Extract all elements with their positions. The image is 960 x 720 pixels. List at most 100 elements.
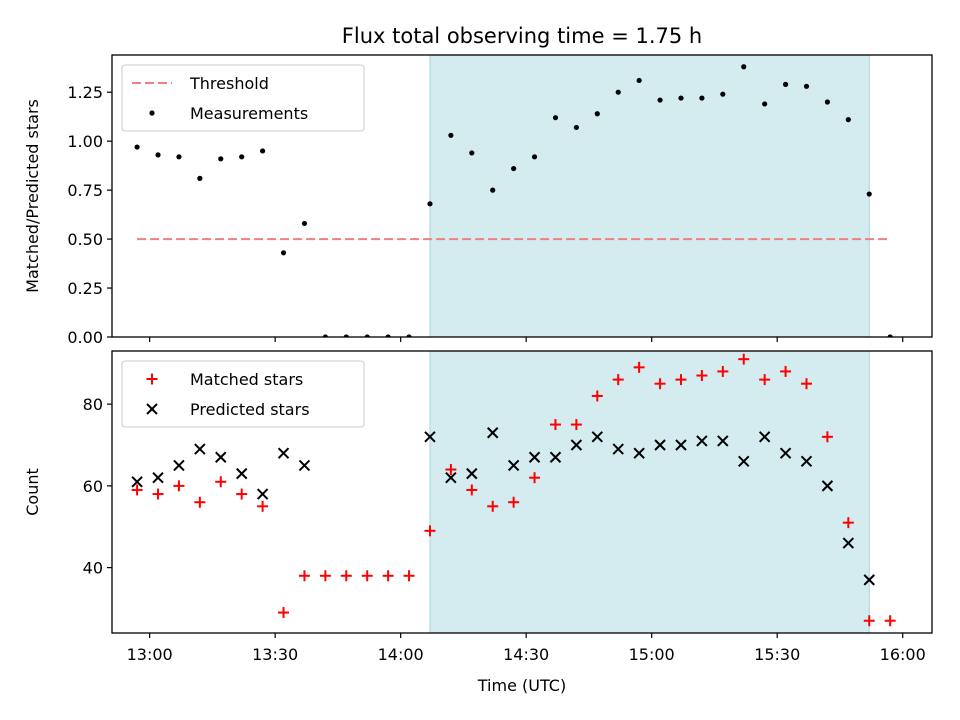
x-stroke-b: [654, 439, 666, 451]
data-point: [782, 81, 789, 87]
data-point-plus: [884, 615, 896, 627]
data-point-x: [717, 435, 729, 447]
data-point-x: [424, 431, 436, 443]
axes-frame: [111, 350, 933, 634]
y-axis-label: Count: [23, 468, 42, 516]
x-stroke-b: [131, 476, 143, 488]
x-stroke-b: [487, 427, 499, 439]
data-point-x: [256, 488, 269, 500]
data-point: [552, 115, 559, 121]
data-point-plus: [696, 370, 708, 382]
data-point: [301, 220, 308, 227]
x-stroke-b: [528, 451, 541, 463]
data-point: [239, 154, 245, 160]
data-point-x: [696, 435, 708, 447]
data-point-plus: [863, 615, 875, 627]
x-stroke-b: [738, 455, 750, 468]
data-point: [155, 152, 161, 158]
data-point-plus: [717, 365, 729, 377]
legend-box: [121, 64, 365, 132]
data-point-plus: [382, 570, 394, 582]
data-point-plus: [215, 476, 227, 488]
x-stroke-b: [800, 455, 813, 468]
x-stroke-b: [194, 443, 206, 455]
data-point-x: [758, 431, 771, 443]
data-point-plus: [257, 500, 269, 512]
data-point-plus: [173, 480, 185, 492]
x-stroke-b: [779, 447, 792, 459]
legend-x-b: [146, 403, 158, 415]
data-point: [427, 201, 433, 207]
data-point-x: [549, 451, 562, 463]
data-point-x: [173, 459, 185, 472]
x-tick-label: 15:30: [754, 645, 800, 664]
data-point-plus: [612, 374, 624, 386]
x-stroke-b: [591, 431, 604, 443]
data-point-x: [675, 439, 687, 451]
highlight-span: [429, 351, 870, 633]
legend: Matched stars Predicted stars: [121, 360, 365, 428]
data-point-plus: [738, 353, 750, 365]
top-panel-ratio: 0.00 0.25 0.50 0.75 1.00 1.25 Matched/Predicte…: [23, 54, 933, 347]
y-tick-label: 1.25: [67, 83, 103, 102]
x-tick-label: 14:30: [503, 645, 549, 664]
data-point-plus: [570, 419, 582, 431]
y-tick-label: 0.50: [67, 230, 103, 249]
data-point-x: [633, 447, 645, 459]
data-point-plus: [445, 464, 457, 476]
data-point-x: [298, 459, 311, 472]
data-point-x: [738, 455, 750, 468]
data-point: [803, 83, 810, 89]
data-point: [678, 95, 684, 101]
data-point: [197, 175, 203, 181]
y-tick-label: 0.25: [67, 279, 103, 298]
data-point: [134, 144, 140, 150]
data-point-plus: [654, 378, 666, 390]
data-point-plus: [759, 374, 771, 386]
x-stroke-b: [235, 467, 248, 480]
y-tick-label: 1.00: [67, 132, 103, 151]
legend: Threshold Measurements: [121, 64, 365, 132]
data-point-plus: [340, 570, 352, 582]
data-point: [490, 187, 496, 193]
highlight-span: [429, 55, 870, 337]
legend-label: Predicted stars: [190, 400, 310, 419]
data-point: [176, 154, 182, 160]
data-point-x: [821, 480, 834, 492]
plot-area: [131, 351, 896, 633]
x-stroke-b: [466, 467, 478, 480]
data-point-x: [863, 574, 875, 586]
legend-dot-swatch: [149, 110, 155, 116]
data-point-x: [215, 451, 227, 463]
x-stroke-b: [842, 537, 855, 549]
x-stroke-b: [173, 459, 185, 472]
data-point-x: [800, 455, 813, 468]
data-point-plus: [152, 488, 164, 500]
x-stroke-b: [507, 459, 520, 472]
data-point: [720, 91, 726, 97]
data-point-plus: [194, 496, 206, 508]
data-point: [866, 191, 872, 197]
data-point-x: [131, 476, 143, 488]
x-stroke-b: [549, 451, 562, 463]
data-point: [280, 250, 287, 256]
data-point: [260, 148, 266, 154]
plot-area: [134, 55, 893, 337]
data-point: [218, 156, 224, 162]
x-stroke-b: [570, 439, 583, 451]
x-tick-label: 13:30: [252, 645, 298, 664]
data-point-plus: [508, 496, 520, 508]
data-point-x: [235, 467, 248, 480]
data-point: [824, 99, 831, 105]
data-point: [845, 117, 851, 123]
x-tick-label: 14:00: [378, 645, 424, 664]
data-point-plus: [821, 431, 833, 443]
data-point-x: [507, 459, 520, 472]
data-point: [594, 111, 600, 117]
data-point: [531, 154, 538, 160]
data-point-plus: [278, 607, 290, 619]
data-point-x: [194, 443, 206, 455]
data-point: [511, 165, 517, 172]
data-point-plus: [131, 484, 143, 496]
